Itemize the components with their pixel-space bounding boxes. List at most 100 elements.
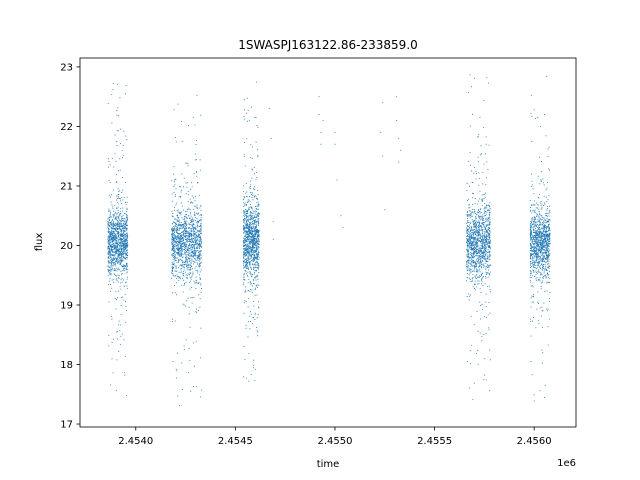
data-point — [489, 291, 491, 293]
data-point — [250, 156, 252, 158]
data-point — [256, 257, 258, 259]
data-point — [483, 257, 485, 259]
data-point — [249, 223, 251, 225]
data-point — [244, 253, 245, 255]
data-point — [469, 241, 471, 243]
data-point — [114, 233, 116, 235]
data-point — [184, 249, 186, 250]
data-point — [109, 232, 111, 234]
data-point — [484, 248, 486, 250]
data-point — [466, 235, 468, 237]
data-point — [116, 258, 118, 260]
data-point — [485, 247, 487, 249]
data-point — [173, 262, 175, 264]
data-point — [250, 250, 252, 252]
data-point — [191, 302, 193, 304]
data-point — [547, 260, 549, 262]
data-point — [468, 277, 470, 279]
data-point — [242, 279, 244, 281]
data-point — [175, 222, 177, 224]
data-point — [489, 239, 491, 241]
data-point — [247, 251, 248, 253]
data-point — [530, 228, 531, 230]
data-point — [122, 207, 124, 209]
data-point — [477, 200, 479, 202]
data-point — [246, 215, 248, 217]
data-point — [171, 272, 173, 274]
data-point — [484, 197, 486, 199]
data-point — [256, 245, 257, 247]
data-point — [535, 272, 537, 273]
data-point — [466, 265, 468, 267]
data-point — [472, 232, 474, 234]
data-point — [486, 316, 487, 318]
data-point — [115, 257, 117, 259]
data-point — [185, 300, 187, 302]
data-point — [480, 305, 482, 307]
data-point — [547, 266, 549, 268]
data-point — [174, 256, 176, 258]
data-point — [178, 217, 180, 219]
data-point — [122, 251, 124, 253]
data-point — [182, 238, 183, 240]
data-point — [488, 230, 490, 232]
data-point — [173, 237, 175, 239]
data-point — [468, 214, 470, 216]
data-point — [485, 258, 487, 260]
data-point — [174, 180, 175, 182]
data-point — [481, 245, 483, 247]
data-point — [251, 192, 253, 194]
data-point — [242, 205, 244, 207]
data-point — [176, 370, 178, 372]
data-point — [190, 221, 192, 223]
data-point — [466, 230, 468, 232]
data-point — [243, 224, 244, 226]
data-point — [249, 273, 251, 275]
data-point — [125, 218, 127, 220]
data-point — [111, 225, 113, 227]
data-point — [545, 252, 547, 254]
data-point — [185, 243, 187, 245]
data-point — [194, 247, 196, 249]
data-point — [254, 255, 256, 257]
data-point — [183, 284, 185, 286]
data-point — [539, 183, 541, 185]
data-point — [476, 244, 478, 246]
data-point — [122, 210, 123, 212]
data-point — [485, 301, 487, 303]
data-point — [468, 260, 469, 261]
data-point — [255, 279, 257, 281]
data-point — [472, 182, 474, 184]
data-point — [244, 238, 246, 239]
data-point — [246, 224, 248, 225]
data-point — [246, 195, 247, 197]
data-point — [176, 245, 178, 247]
data-point — [112, 245, 114, 247]
data-point — [188, 194, 189, 196]
data-point — [479, 190, 481, 192]
data-point — [115, 260, 117, 262]
data-point — [256, 317, 258, 319]
data-point — [116, 248, 118, 250]
data-point — [179, 246, 181, 248]
data-point — [250, 203, 251, 205]
data-point — [119, 252, 121, 254]
data-point — [127, 236, 129, 238]
data-point — [257, 255, 259, 257]
data-point — [178, 236, 180, 238]
data-point — [124, 226, 126, 228]
data-point — [178, 234, 180, 236]
data-point — [472, 192, 473, 194]
data-point — [198, 248, 200, 250]
data-point — [254, 232, 256, 234]
data-point — [122, 269, 124, 271]
data-point — [248, 231, 249, 233]
data-point — [480, 279, 482, 281]
data-point — [245, 226, 247, 228]
data-point — [244, 219, 246, 221]
data-point — [197, 225, 198, 226]
data-point — [246, 257, 248, 259]
data-point — [118, 245, 120, 247]
data-point — [187, 238, 189, 240]
data-point — [200, 214, 202, 216]
